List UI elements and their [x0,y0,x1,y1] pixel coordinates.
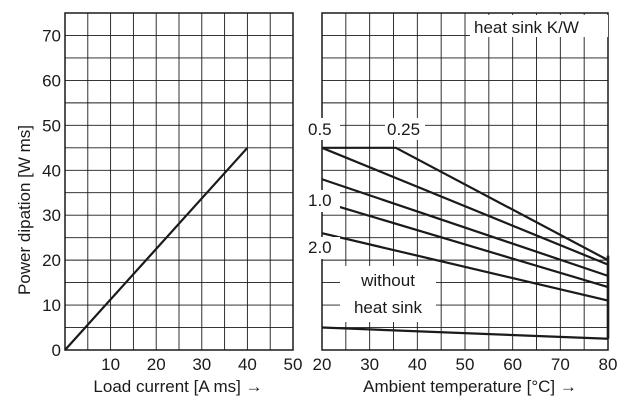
right-tick-labels: 20 30 40 50 60 70 80 [313,355,618,374]
right-series [321,146,610,340]
right-x-tick-label: 40 [408,355,427,374]
label-bg-025 [385,118,425,140]
label-bg-05 [306,118,340,140]
right-series-line-2 [321,178,609,277]
series-label-2-0: 2.0 [308,238,332,257]
legend-title-background [470,15,608,37]
right-x-tick-label: 60 [503,355,522,374]
series-label-0-5: 0.5 [308,120,332,139]
label-bg-without [340,266,436,322]
left-y-tick-label: 20 [42,251,61,270]
left-y-tick-label: 30 [42,206,61,225]
right-chart-panel: 20 30 40 50 60 70 80 heat sink K/W 0.5 0.25 1.… [306,12,618,396]
left-grid [65,13,293,350]
left-x-tick-label: 40 [238,355,257,374]
left-plot-frame [64,12,294,351]
right-series-line-5 [321,326,609,340]
left-y-tick-label: 70 [42,26,61,45]
right-series-line-4 [321,232,609,302]
legend-title: heat sink K/W [474,18,579,37]
right-x-tick-label: 80 [599,355,618,374]
right-x-tick-label: 30 [360,355,379,374]
left-series-line-0 [64,147,249,351]
left-x-tick-label: 20 [147,355,166,374]
right-x-axis-label: Ambient temperature [°C] → [363,377,577,396]
left-y-tick-label: 60 [42,71,61,90]
left-y-tick-label: 40 [42,161,61,180]
series-label-1-0: 1.0 [308,191,332,210]
label-bg-20 [306,237,340,259]
left-tick-labels: 0 10 20 30 40 50 60 70 10 20 30 40 50 [42,26,302,374]
label-bg-10 [306,190,340,212]
right-plot-frame [321,12,609,351]
left-y-axis-label: Power dipation [W ms] [15,125,34,295]
left-x-tick-label: 50 [284,355,303,374]
left-y-tick-label: 50 [42,116,61,135]
left-x-axis-label: Load current [A ms] → [93,377,262,396]
series-label-without: without [360,271,415,290]
right-x-tick-label: 50 [456,355,475,374]
right-series-line-1 [321,146,609,266]
series-label-heat-sink: heat sink [354,298,423,317]
right-series-line-3 [321,200,609,289]
left-chart-panel: 0 10 20 30 40 50 60 70 10 20 30 40 50 Power dipation… [15,12,302,396]
left-x-tick-label: 30 [192,355,211,374]
left-y-tick-label: 0 [52,341,61,360]
left-y-tick-label: 10 [42,296,61,315]
right-x-tick-label: 70 [551,355,570,374]
right-series-line-0 [322,146,609,262]
right-x-tick-label: 20 [313,355,332,374]
left-series [64,147,249,351]
series-label-0-25: 0.25 [387,120,420,139]
left-x-tick-label: 10 [101,355,120,374]
